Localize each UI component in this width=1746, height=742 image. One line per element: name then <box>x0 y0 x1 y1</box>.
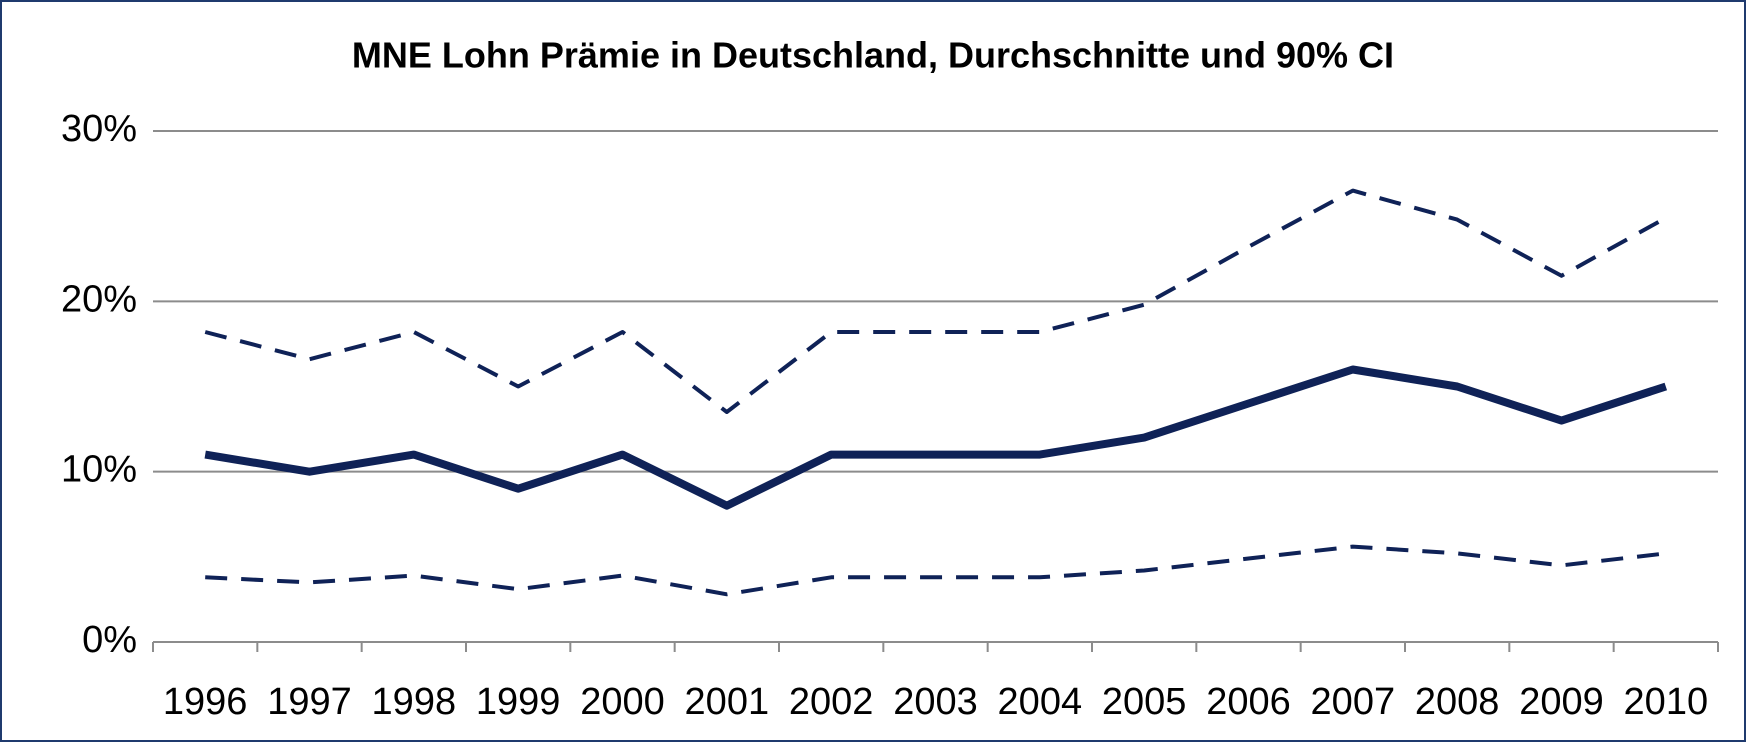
x-tick-label: 2002 <box>789 681 874 723</box>
y-tick-label: 10% <box>61 449 137 491</box>
y-tick-label: 0% <box>82 619 137 661</box>
x-tick-label: 2009 <box>1519 681 1604 723</box>
ci-line <box>204 188 1667 414</box>
x-tick-label: 2007 <box>1311 681 1396 723</box>
chart-title: MNE Lohn Prämie in Deutschland, Durchsch… <box>352 35 1394 76</box>
x-tick-label: 2003 <box>893 681 978 723</box>
x-tick-label: 2006 <box>1206 681 1291 723</box>
y-tick-label: 20% <box>61 278 137 320</box>
x-tick-label: 2004 <box>998 681 1083 723</box>
x-tick-label: 2010 <box>1624 681 1709 723</box>
x-tick-label: 2008 <box>1415 681 1500 723</box>
x-tick-label: 1997 <box>267 681 352 723</box>
x-tick-label: 1996 <box>163 681 248 723</box>
x-tick-label: 1998 <box>372 681 457 723</box>
mean-line <box>204 365 1668 510</box>
x-tick-label: 2001 <box>685 681 770 723</box>
y-tick-label: 30% <box>61 108 137 150</box>
x-tick-label: 1999 <box>476 681 561 723</box>
x-tick-label: 2000 <box>580 681 665 723</box>
x-tick-label: 2005 <box>1102 681 1187 723</box>
ci-line <box>205 544 1667 597</box>
